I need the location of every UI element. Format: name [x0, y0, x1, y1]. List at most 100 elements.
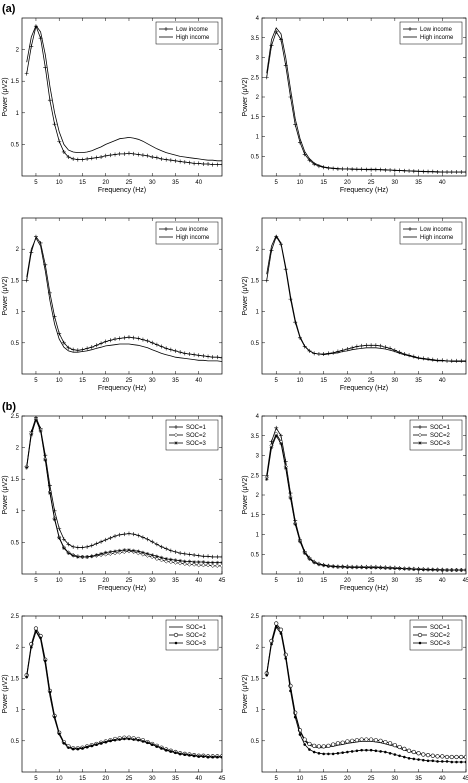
legend-label: SOC=3 [430, 441, 451, 447]
data-point [155, 745, 159, 748]
data-point [364, 565, 369, 570]
data-point [312, 560, 316, 565]
data-point [174, 751, 177, 754]
data-point [109, 739, 112, 743]
x-tick-label: 5 [275, 378, 279, 384]
x-tick-label: 40 [195, 776, 202, 782]
data-point [145, 551, 150, 556]
series-line [266, 234, 466, 362]
series-3 [25, 629, 222, 759]
data-point [80, 555, 85, 559]
data-point [62, 546, 66, 550]
y-tick-label: 0.5 [251, 154, 260, 160]
data-point [103, 537, 108, 542]
y-tick-label: 4 [256, 16, 260, 22]
legend: Low income High income [399, 21, 463, 45]
data-point [188, 753, 191, 757]
data-point [173, 558, 178, 562]
data-point [136, 533, 141, 538]
data-point [445, 760, 449, 763]
y-tick-label: 2.5 [11, 614, 20, 620]
y-tick-label: 0.5 [11, 341, 20, 347]
data-point [66, 345, 71, 350]
data-point [374, 749, 378, 753]
legend: SOC=1 SOC=2 SOC=3 [409, 619, 463, 651]
data-point [154, 342, 159, 347]
series-3 [265, 625, 466, 764]
x-tick-label: 40 [439, 776, 446, 782]
x-tick-label: 40 [439, 378, 446, 384]
legend-label: SOC=2 [186, 633, 207, 639]
data-point [459, 754, 464, 760]
data-point [24, 466, 29, 470]
data-point [316, 744, 322, 749]
data-point [57, 732, 61, 736]
x-tick-label: 45 [463, 578, 468, 584]
data-point [369, 343, 374, 348]
x-tick-label: 30 [391, 776, 398, 782]
data-point [216, 755, 219, 759]
data-point [436, 760, 439, 763]
data-point [99, 539, 104, 544]
data-point [322, 752, 325, 756]
data-point [141, 550, 145, 555]
y-tick-label: 3 [256, 454, 260, 460]
data-point [178, 551, 183, 556]
data-point [331, 752, 335, 756]
x-tick-label: 30 [149, 378, 156, 384]
series-2 [26, 24, 222, 162]
y-tick-label: 0.5 [11, 739, 20, 745]
data-point [331, 564, 335, 569]
legend-marker [164, 227, 168, 231]
data-point [345, 565, 350, 570]
data-point [350, 345, 355, 350]
y-tick-label: 0.5 [11, 540, 20, 546]
data-point [178, 159, 183, 164]
legend-label: SOC=3 [186, 641, 207, 647]
x-tick-label: 15 [320, 578, 327, 584]
data-point [430, 357, 435, 362]
data-point [421, 567, 426, 572]
data-point [57, 526, 62, 531]
legend-label: SOC=3 [430, 641, 451, 647]
data-point [34, 629, 38, 633]
series-line [266, 27, 466, 173]
data-point [430, 753, 435, 758]
y-axis-label: Power (μV2) [2, 276, 9, 315]
x-tick-label: 5 [34, 378, 38, 384]
data-point [118, 738, 121, 741]
legend: SOC=1 SOC=2 SOC=3 [409, 419, 463, 451]
data-point [183, 753, 187, 756]
legend-marker [164, 27, 168, 31]
data-point [360, 748, 363, 752]
y-tick-label: 1.5 [251, 115, 260, 121]
legend-label: SOC=3 [186, 441, 207, 447]
data-point [192, 161, 197, 166]
y-tick-label: 2.5 [251, 473, 260, 479]
x-tick-label: 35 [172, 180, 179, 186]
data-point [269, 248, 274, 253]
y-tick-label: 0.5 [251, 341, 260, 347]
data-point [182, 551, 187, 556]
data-point [196, 560, 201, 564]
data-point [140, 153, 145, 158]
data-point [454, 358, 459, 363]
x-tick-label: 30 [391, 378, 398, 384]
data-point [211, 755, 214, 759]
data-point [196, 161, 201, 166]
y-tick-label: 2 [256, 493, 260, 499]
legend-box [155, 221, 219, 245]
data-point [312, 750, 316, 754]
data-point [302, 551, 307, 555]
y-tick-label: 2 [256, 95, 260, 101]
data-point [210, 554, 215, 559]
data-point [274, 425, 279, 430]
data-point [274, 625, 278, 629]
x-tick-label: 5 [34, 776, 38, 782]
y-tick-label: 1 [256, 708, 260, 714]
legend-label: Low income [420, 227, 453, 233]
data-point [108, 535, 113, 540]
data-point [81, 746, 84, 750]
